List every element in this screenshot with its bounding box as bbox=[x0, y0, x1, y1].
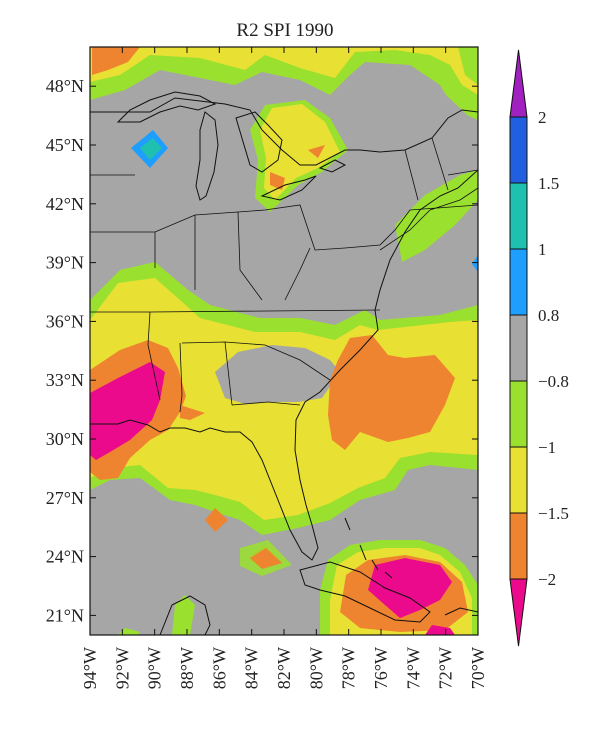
colorbar-bin bbox=[509, 446, 528, 514]
colorbar-label: 0.8 bbox=[538, 306, 559, 325]
yucatan-outline bbox=[159, 595, 211, 635]
spi-dry-region-bottom-mid bbox=[172, 595, 195, 635]
lon-tick-label: 80°W bbox=[306, 647, 326, 689]
lon-tick-label: 94°W bbox=[80, 647, 100, 689]
lake-huron-outline bbox=[235, 111, 283, 173]
lat-tick-label: 27°N bbox=[46, 488, 84, 508]
lake-michigan-outline bbox=[195, 111, 219, 201]
lon-tick-label: 72°W bbox=[436, 647, 456, 689]
spi-dry-region-ne-corner bbox=[458, 47, 478, 85]
lake-superior-outline bbox=[116, 91, 217, 123]
lon-tick-label: 88°W bbox=[177, 647, 197, 689]
lon-tick-label: 84°W bbox=[242, 647, 262, 689]
colorbar: 2 1.5 1 0.8 −0.8 −1 −1.5 −2 bbox=[509, 49, 569, 647]
us-canada-border bbox=[90, 97, 478, 166]
spi-dry-region-bottom-left bbox=[118, 628, 140, 635]
lon-tick-label: 92°W bbox=[112, 647, 132, 689]
lat-tick-label: 48°N bbox=[46, 76, 84, 96]
hispaniola-outline bbox=[444, 607, 478, 616]
lat-tick-label: 30°N bbox=[46, 429, 84, 449]
colorbar-bin bbox=[509, 248, 528, 316]
lake-erie-outline bbox=[260, 175, 317, 201]
lon-tick-label: 70°W bbox=[468, 647, 488, 689]
spi-extreme-dry-caribbean-south bbox=[425, 625, 455, 635]
spi-dry-region-lake-huron-orange bbox=[270, 172, 285, 190]
colorbar-label: 1 bbox=[538, 240, 547, 259]
spi-field bbox=[90, 47, 478, 635]
colorbar-label: −1.5 bbox=[538, 504, 569, 523]
lat-tick-label: 21°N bbox=[46, 605, 84, 625]
bahamas bbox=[344, 517, 393, 579]
lat-tick-label: 36°N bbox=[46, 311, 84, 331]
spi-dry-region-gulf-spot-2-redraw bbox=[250, 548, 282, 569]
colorbar-label: −0.8 bbox=[538, 372, 569, 391]
spi-extreme-dry-caribbean bbox=[368, 558, 452, 618]
colorbar-label: −2 bbox=[538, 570, 556, 589]
map-title: R2 SPI 1990 bbox=[236, 20, 333, 41]
spi-dry-region-north-green bbox=[90, 47, 478, 120]
lat-tick-label: 42°N bbox=[46, 194, 84, 214]
lat-tick-label: 33°N bbox=[46, 370, 84, 390]
spi-near-normal-southeast-interior bbox=[215, 345, 340, 404]
spi-dry-region-new-england bbox=[395, 170, 478, 262]
colorbar-label: 1.5 bbox=[538, 174, 559, 193]
colorbar-label: −1 bbox=[538, 438, 556, 457]
colorbar-bin bbox=[509, 182, 528, 250]
spi-dry-region-alabama-orange bbox=[180, 405, 205, 420]
spi-wet-spot-wisconsin-inner bbox=[140, 138, 162, 160]
colorbar-bin bbox=[509, 116, 528, 184]
spi-dry-region-nw-orange bbox=[92, 47, 140, 75]
east-coast bbox=[90, 169, 478, 561]
colorbar-label: 2 bbox=[538, 108, 547, 127]
lon-tick-label: 74°W bbox=[403, 647, 423, 689]
colorbar-extend-max bbox=[509, 49, 528, 118]
lon-tick-label: 76°W bbox=[371, 647, 391, 689]
colorbar-bin bbox=[509, 314, 528, 382]
lon-tick-label: 82°W bbox=[274, 647, 294, 689]
latitude-axis: 48°N 45°N 42°N 39°N 36°N 33°N 30°N 27°N 24°N 21°N bbox=[46, 76, 478, 625]
spi-wet-spot-atlantic-edge bbox=[472, 255, 478, 272]
colorbar-bin bbox=[509, 512, 528, 580]
lon-tick-label: 90°W bbox=[145, 647, 165, 689]
spi-dry-region-carolina-offshore bbox=[328, 335, 455, 450]
colorbar-extend-min bbox=[509, 578, 528, 647]
lake-ontario-outline bbox=[318, 159, 347, 173]
cuba-outline bbox=[299, 561, 431, 623]
colorbar-bin bbox=[509, 380, 528, 448]
lon-tick-label: 86°W bbox=[209, 647, 229, 689]
spi-dry-region-lake-erie-orange bbox=[308, 145, 325, 158]
boundaries bbox=[90, 91, 478, 635]
state-lines bbox=[90, 137, 478, 413]
lat-tick-label: 24°N bbox=[46, 547, 84, 567]
spi-extreme-dry-gulf bbox=[90, 362, 165, 460]
lon-tick-label: 78°W bbox=[339, 647, 359, 689]
spi-dry-region-gulf-spot-1 bbox=[205, 508, 228, 532]
longitude-axis: 94°W 92°W 90°W 88°W 86°W 84°W 82°W 80°W 78°W 76°W… bbox=[80, 47, 488, 689]
lat-tick-label: 39°N bbox=[46, 253, 84, 273]
lat-tick-label: 45°N bbox=[46, 135, 84, 155]
